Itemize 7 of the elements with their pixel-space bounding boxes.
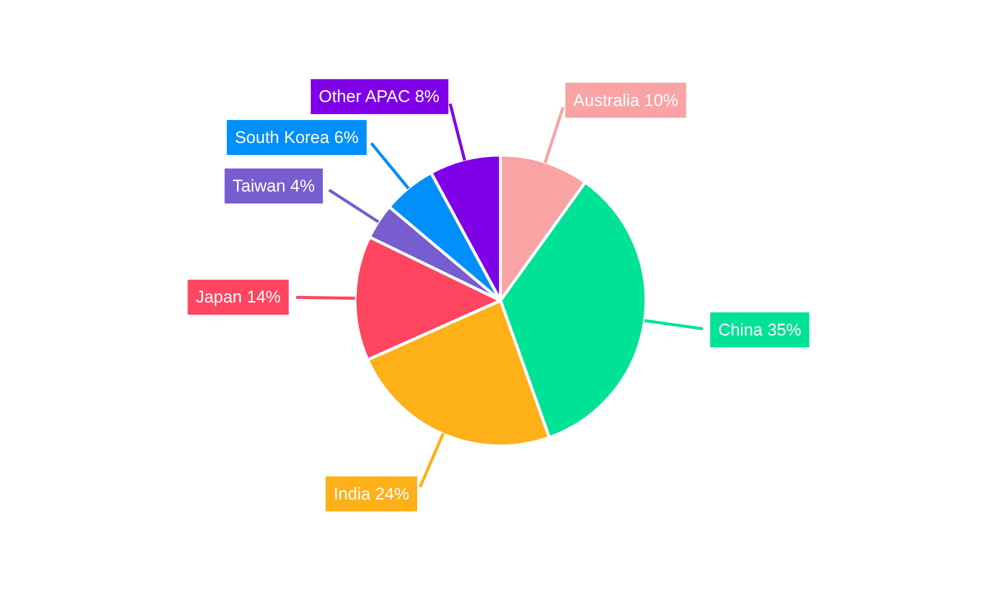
slice-label: Australia 10% [573,90,678,110]
slice-label: India 24% [334,484,410,504]
slice-label: Other APAC 8% [318,87,440,106]
slice-label: China 35% [718,320,802,340]
slice-label: South Korea 6% [234,128,359,148]
slice-label: Japan 14% [196,288,281,307]
slice-label: Taiwan 4% [232,176,315,196]
